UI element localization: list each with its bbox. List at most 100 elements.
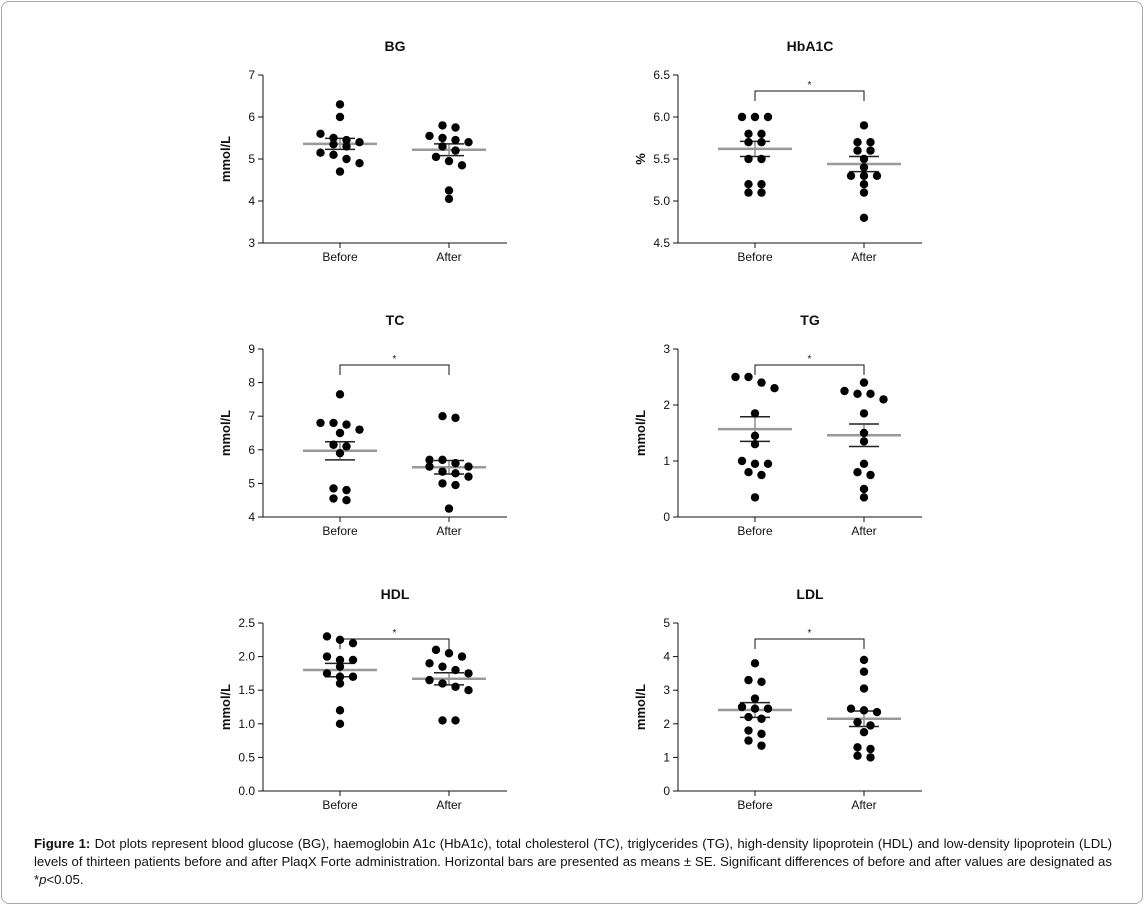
data-point (329, 133, 338, 143)
data-point (872, 707, 882, 717)
y-tick-label: 1.0 (238, 717, 255, 731)
x-tick-label: After (436, 524, 461, 538)
data-point (438, 716, 447, 725)
data-point (859, 378, 869, 387)
data-point (757, 470, 766, 480)
data-point (342, 142, 351, 151)
data-point (342, 154, 351, 164)
data-point (451, 123, 460, 132)
panel-ldl: LDL 0 1 2 3 4 5 Before After mmol/L * (630, 583, 930, 813)
significance-star: * (393, 354, 397, 365)
x-tick-label: After (436, 798, 461, 812)
data-point (451, 135, 460, 145)
data-point (770, 384, 779, 393)
y-tick-label: 5 (248, 476, 255, 490)
data-point (329, 484, 338, 493)
y-tick-label: 6 (248, 443, 255, 457)
caption-p: p (39, 872, 47, 887)
data-point (859, 728, 869, 737)
data-point (335, 679, 345, 688)
data-point (316, 418, 325, 428)
data-point (355, 425, 364, 434)
significance-star: * (808, 628, 812, 639)
data-point (750, 694, 760, 703)
data-point (744, 180, 753, 189)
data-point (744, 468, 753, 477)
data-point (853, 717, 862, 727)
data-point (335, 100, 345, 109)
data-point (464, 669, 473, 678)
data-point (859, 154, 869, 164)
data-point (444, 186, 454, 195)
data-point (348, 655, 358, 665)
data-point (335, 655, 345, 665)
y-tick-label: 6.0 (653, 110, 670, 124)
data-point (438, 679, 447, 688)
data-point (444, 156, 454, 166)
data-point (451, 459, 460, 468)
y-tick-label: 5.5 (653, 152, 670, 166)
y-tick-label: 6 (248, 110, 255, 124)
data-point (444, 504, 454, 513)
chart-svg: HDL 0.0 0.5 1.0 1.5 2.0 2.5 Before After mmol/L * (218, 586, 507, 812)
data-point (335, 448, 345, 458)
y-tick-label: 1 (663, 454, 670, 468)
chart-title: HbA1C (787, 38, 834, 54)
data-point (859, 163, 869, 172)
data-point (872, 171, 882, 180)
data-point (737, 112, 747, 122)
data-point (342, 135, 351, 145)
y-tick-label: 4.5 (653, 236, 670, 250)
y-tick-label: 0 (663, 784, 670, 798)
data-point (750, 659, 760, 668)
y-axis-label: mmol/L (218, 684, 233, 730)
y-tick-label: 2 (663, 398, 670, 412)
data-point (763, 704, 773, 713)
data-point (348, 638, 358, 648)
y-tick-label: 4 (663, 650, 670, 664)
data-point (750, 493, 760, 502)
x-tick-label: Before (322, 250, 358, 264)
y-tick-label: 0 (663, 510, 670, 524)
data-point (329, 494, 338, 503)
data-point (731, 372, 740, 382)
data-point (750, 112, 760, 122)
data-point (757, 188, 766, 197)
data-point (329, 140, 338, 149)
data-point (750, 409, 760, 418)
data-point (757, 714, 766, 723)
data-point (859, 484, 869, 494)
data-point (335, 428, 345, 438)
data-point (744, 736, 753, 745)
data-point (853, 468, 862, 477)
data-point (451, 469, 460, 478)
data-point (464, 686, 473, 695)
data-point (457, 652, 467, 661)
y-tick-label: 4 (248, 194, 255, 208)
x-tick-label: After (851, 524, 876, 538)
figure-caption: Figure 1: Dot plots represent blood gluc… (34, 835, 1112, 889)
panel-bg: BG 3 4 5 6 7 Before After mmol/L (215, 35, 515, 265)
data-point (859, 667, 869, 676)
data-point (335, 662, 345, 671)
data-point (853, 743, 862, 752)
data-point (744, 154, 753, 164)
data-point (431, 645, 441, 655)
data-point (744, 129, 753, 138)
data-point (757, 129, 766, 138)
data-point (750, 431, 760, 440)
data-point (763, 459, 773, 468)
data-point (859, 706, 869, 715)
data-point (438, 412, 447, 421)
y-tick-label: 1 (663, 750, 670, 764)
chart-title: TG (800, 312, 820, 328)
data-point (451, 480, 460, 490)
significance-bracket (754, 90, 865, 101)
data-point (335, 706, 345, 715)
significance-bracket (339, 638, 450, 649)
data-point (348, 672, 358, 681)
data-point (859, 171, 869, 180)
y-tick-label: 0.0 (238, 784, 255, 798)
y-axis-label: mmol/L (633, 684, 648, 730)
